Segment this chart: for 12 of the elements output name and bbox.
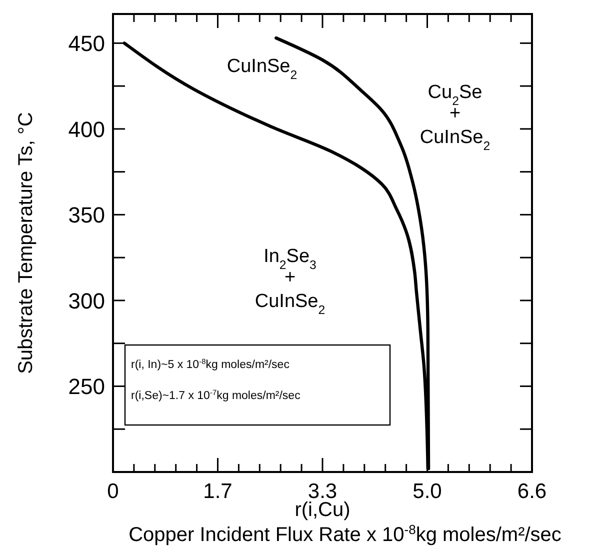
annotation: CuInSe$_{2}$ xyxy=(226,56,298,82)
annotation: r(i,Se)~1.7 x 10$^{-7}$kg moles/m²/sec xyxy=(131,388,301,402)
y-tick-label: 400 xyxy=(68,116,105,142)
y-tick-label: 300 xyxy=(68,288,105,314)
y-tick-label: 350 xyxy=(68,202,105,228)
y-axis-title: Substrate Temperature Ts, °C xyxy=(15,112,37,374)
annotation: In$_{2}$Se$_{3}$ + CuInSe$_{2}$ xyxy=(254,246,326,317)
y-tick-label: 250 xyxy=(68,374,105,400)
y-tick-label: 450 xyxy=(68,31,105,56)
x-tick-label: 0 xyxy=(107,480,119,503)
annotation: Cu$_{2}$Se + CuInSe$_{2}$ xyxy=(420,82,490,153)
annotation: r(i, In)~5 x 10$^{-8}$kg moles/m²/sec xyxy=(131,356,290,371)
